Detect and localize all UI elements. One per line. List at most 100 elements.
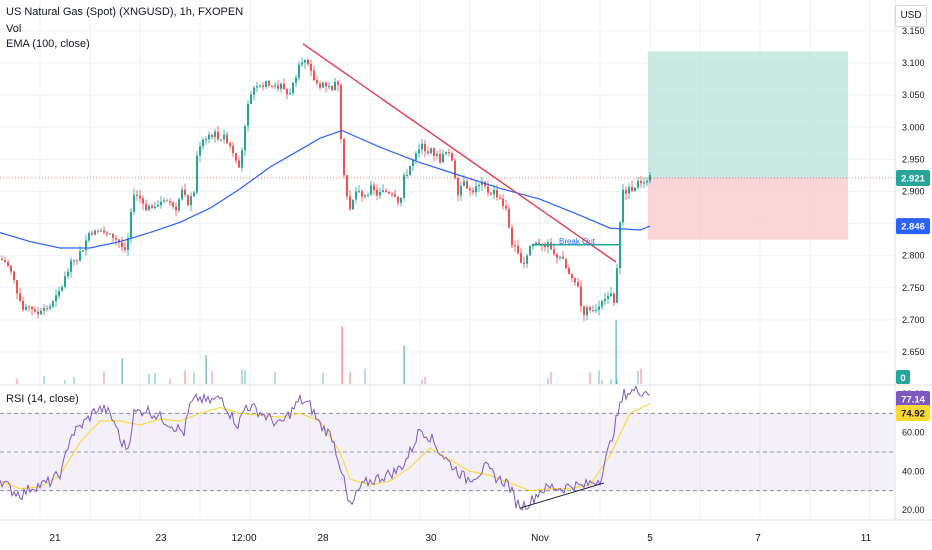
currency-button[interactable]: USD — [895, 5, 927, 27]
candle-body — [58, 290, 60, 296]
candle-body — [499, 197, 501, 199]
candle-body — [208, 134, 210, 140]
time-tick-label: Nov — [531, 533, 549, 544]
candle-body — [550, 242, 552, 250]
candle-body — [82, 250, 84, 252]
descending-trendline[interactable] — [302, 43, 617, 263]
candle-body — [148, 205, 150, 211]
candle-body — [637, 180, 639, 188]
candle-body — [400, 197, 402, 203]
symbol-title[interactable]: US Natural Gas (Spot) (XNGUSD), 1h, FXOP… — [6, 6, 244, 18]
candle-body — [133, 194, 135, 212]
candle-body — [7, 262, 9, 266]
candle-body — [361, 191, 363, 197]
candle-body — [592, 310, 594, 312]
candle-body — [268, 81, 270, 86]
price-tick-label: 3.100 — [902, 58, 925, 68]
candle-body — [616, 268, 618, 303]
candle-body — [19, 293, 21, 302]
candle-body — [265, 81, 267, 87]
volume-spike — [121, 358, 123, 384]
candle-body — [226, 134, 228, 144]
candle-body — [121, 242, 123, 248]
rsi-tick-label: 40.00 — [902, 466, 925, 476]
volume-bar — [421, 379, 423, 384]
candle-body — [397, 196, 399, 203]
candle-body — [160, 201, 162, 206]
candle-body — [289, 93, 291, 95]
candle-body — [217, 131, 219, 140]
candle-body — [313, 70, 315, 81]
candle-body — [538, 242, 540, 245]
candle-body — [379, 192, 381, 196]
candle-body — [241, 150, 243, 168]
rsi-legend[interactable]: RSI (14, close) — [6, 393, 79, 405]
candle-body — [367, 194, 369, 196]
candle-body — [586, 307, 588, 316]
candle-body — [250, 94, 252, 104]
candle-body — [412, 159, 414, 166]
candle-body — [598, 306, 600, 310]
candle-body — [178, 199, 180, 211]
candle-body — [340, 84, 342, 139]
candle-body — [322, 82, 324, 88]
candle-body — [625, 189, 627, 194]
volume-bar — [349, 372, 351, 384]
rsi-tick-label: 20.00 — [902, 505, 925, 515]
candle-body — [427, 151, 429, 154]
candle-body — [406, 174, 408, 176]
candle-body — [100, 230, 102, 232]
volume-spike — [615, 320, 617, 384]
candle-body — [526, 255, 528, 264]
candle-body — [334, 81, 336, 91]
volume-badge-bg — [896, 370, 910, 384]
candle-body — [487, 186, 489, 193]
candle-body — [388, 191, 390, 194]
time-axis[interactable]: 21 23 12:00 28 30 Nov 5 7 11 — [49, 533, 871, 544]
price-tick-label: 2.950 — [902, 154, 925, 164]
candle-body — [544, 245, 546, 247]
volume-bar — [169, 378, 171, 384]
candle-body — [286, 89, 288, 95]
candle-body — [460, 185, 462, 196]
candle-body — [451, 153, 453, 161]
candle-body — [568, 268, 570, 274]
candle-body — [622, 189, 624, 223]
candle-body — [304, 59, 306, 63]
volume-bar — [610, 379, 612, 384]
candle-body — [490, 192, 492, 195]
volume-legend[interactable]: Vol — [6, 23, 22, 35]
candle-body — [580, 286, 582, 307]
candle-body — [169, 201, 171, 203]
candle-body — [67, 271, 69, 277]
candle-body — [640, 180, 642, 184]
candle-body — [151, 205, 153, 208]
rsi-line — [0, 384, 651, 511]
candle-body — [91, 232, 93, 235]
candles-series — [1, 57, 651, 322]
candle-body — [613, 293, 615, 303]
time-tick-label: 12:00 — [231, 533, 256, 544]
candle-body — [463, 181, 465, 186]
candle-body — [130, 211, 132, 239]
candle-body — [145, 203, 147, 211]
candle-body — [70, 260, 72, 272]
candle-body — [448, 152, 450, 154]
candle-body — [508, 208, 510, 228]
candle-body — [466, 181, 468, 189]
ema-legend[interactable]: EMA (100, close) — [6, 38, 90, 50]
volume-bars — [16, 320, 642, 384]
price-tick-label: 3.050 — [902, 90, 925, 100]
candle-body — [253, 87, 255, 95]
candle-body — [199, 146, 201, 156]
volume-spike — [205, 355, 207, 384]
volume-bar — [103, 371, 105, 384]
candle-body — [316, 80, 318, 84]
position-zones — [648, 51, 848, 240]
ema-badge-bg — [896, 218, 930, 235]
candle-body — [214, 131, 216, 137]
candle-body — [436, 153, 438, 156]
candle-body — [163, 200, 165, 202]
candle-body — [562, 256, 564, 260]
